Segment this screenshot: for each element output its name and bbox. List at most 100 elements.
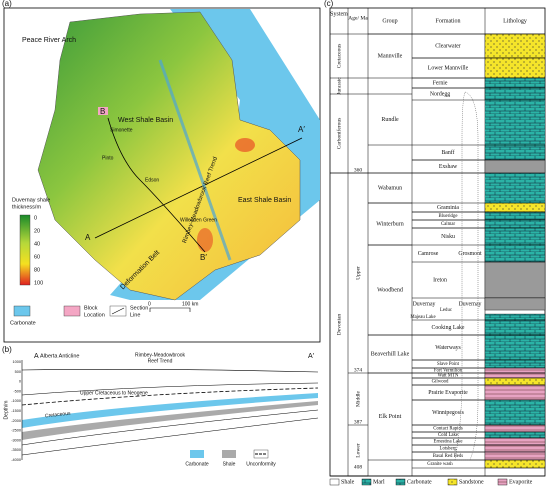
group: Woodbend — [377, 287, 403, 293]
legend-label: Evaporite — [509, 479, 533, 485]
legend-label: Carbonate — [407, 479, 432, 485]
lithology — [484, 384, 546, 401]
section-line — [94, 137, 303, 239]
formation: Fernie — [433, 80, 448, 86]
legend-value: 100 — [34, 280, 43, 286]
formation: Majeau Lake — [410, 315, 435, 320]
lithology — [484, 377, 546, 386]
shale-layer — [22, 401, 318, 440]
group: Rundle — [381, 117, 399, 123]
label: Upper Cretaceous to Neogene — [80, 390, 148, 396]
formation: Contact Rapids — [433, 427, 463, 432]
formation: Cold Lake — [438, 433, 458, 438]
legend-label: Block — [84, 305, 98, 311]
legend-carbonate — [13, 305, 31, 317]
depth-tick: -1500 — [11, 409, 21, 413]
series: Middle — [355, 390, 361, 406]
series: Upper — [355, 266, 361, 280]
lithology — [484, 372, 546, 379]
basin — [37, 11, 301, 301]
section-line — [107, 117, 206, 253]
legend-title: Duvernay shale — [12, 197, 50, 203]
unconformity — [21, 387, 319, 406]
lithology — [484, 297, 546, 311]
legend-label: Shale — [341, 479, 355, 485]
formation: Duvernay — [413, 301, 436, 307]
label: Pinto — [102, 155, 114, 161]
formation: Blueridge — [439, 214, 458, 219]
formation: Gilwood — [432, 380, 449, 385]
lithology — [484, 451, 546, 461]
legend-label: Shale — [223, 461, 236, 467]
horizon — [21, 409, 319, 446]
block-location — [98, 107, 108, 115]
depth-tick: -2000 — [11, 419, 21, 423]
panel-label: (b) — [2, 345, 12, 354]
header: System — [330, 11, 348, 17]
lithology — [485, 173, 545, 203]
lithology — [484, 424, 546, 433]
header: Lithology — [503, 18, 527, 24]
lithology — [484, 444, 546, 453]
depth-tick: -2500 — [11, 429, 21, 433]
formation: Granite wash — [427, 462, 453, 467]
system: Devonian — [336, 314, 342, 336]
formation: Grosmont — [458, 251, 482, 257]
lithology — [484, 202, 546, 213]
label: A — [34, 353, 39, 360]
depth-tick: -500 — [13, 389, 21, 393]
label: Cretaceous — [45, 411, 72, 420]
lithology — [484, 33, 546, 59]
legend-label: Section — [130, 305, 148, 311]
depth-tick: 1000 — [13, 360, 21, 364]
lithology — [484, 367, 546, 374]
lithology — [484, 159, 546, 174]
label: Rimbey-Meadowbrook — [135, 352, 186, 358]
surface — [21, 369, 319, 373]
group: Winterburn — [376, 221, 403, 227]
reef-trend — [158, 59, 232, 261]
formation: Basal Red Beds — [433, 454, 464, 459]
lithology — [484, 431, 546, 439]
label: Depth/m — [3, 401, 9, 420]
header: Group — [382, 18, 397, 24]
lithology — [484, 144, 546, 161]
age: 374 — [354, 367, 363, 373]
lithology — [484, 211, 546, 221]
formation: Calmar — [441, 222, 456, 227]
label: A′ — [298, 125, 305, 134]
formation: Watt MTN — [438, 374, 459, 379]
lithology — [484, 77, 546, 89]
formation: Nisku — [441, 234, 455, 240]
formation: Prairie Evaporite — [428, 390, 468, 396]
formation: Duvernay — [459, 301, 482, 307]
thickness-scale — [19, 214, 31, 286]
lithology — [485, 100, 545, 145]
legend-carbonate — [190, 450, 204, 458]
legend-label: Carbonate — [185, 461, 209, 467]
label: Simonette — [110, 127, 133, 133]
formation: Waterways — [435, 345, 461, 351]
label: A — [85, 233, 91, 242]
legend-label: Line — [130, 312, 140, 318]
lithology — [484, 399, 546, 426]
lithology — [484, 219, 546, 229]
lithology — [484, 319, 546, 336]
system: Jurassic — [336, 77, 342, 95]
depth-tick: -3000 — [11, 438, 21, 442]
depth-tick: 0 — [19, 380, 21, 384]
carbonate-layer — [22, 393, 318, 428]
panel-label: (c) — [324, 0, 334, 8]
formation: Ireton — [433, 277, 447, 283]
group: Wabamun — [378, 185, 402, 191]
formation: Clearwater — [435, 43, 460, 49]
legend-block — [63, 305, 81, 317]
label: Willesden Green — [180, 217, 217, 223]
legend-label: Location — [84, 312, 105, 318]
label: Alberta Anticline — [40, 353, 79, 359]
horizon — [21, 417, 319, 456]
header: Age/ Ma — [348, 15, 368, 21]
age: 387 — [354, 419, 363, 425]
lithology — [484, 244, 546, 263]
legend-swatch — [447, 478, 458, 486]
